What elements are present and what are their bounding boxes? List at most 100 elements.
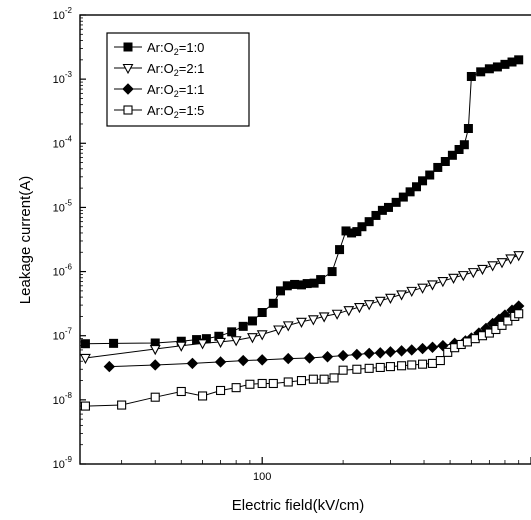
legend-marker — [123, 105, 133, 115]
data-point — [109, 338, 119, 348]
data-point — [335, 245, 345, 255]
data-point — [463, 124, 473, 134]
data-point — [337, 349, 349, 362]
data-point — [80, 353, 91, 365]
legend-entry: Ar:O2=1:1 — [114, 82, 204, 99]
data-point — [307, 315, 319, 326]
data-point — [440, 157, 450, 167]
data-point — [319, 374, 329, 384]
data-point — [303, 352, 316, 364]
data-point — [466, 71, 476, 81]
data-point — [357, 222, 367, 232]
data-point — [437, 277, 449, 288]
data-point — [425, 170, 435, 180]
data-point — [197, 339, 208, 350]
axes-frame: 10-2 10-3 10-4 10-5 10-6 10-7 10-8 10-9 100 — [53, 6, 531, 483]
legend-marker — [123, 42, 133, 52]
legend-marker — [122, 83, 134, 95]
data-point — [282, 321, 294, 332]
data-point — [417, 283, 428, 294]
data-point — [352, 364, 362, 374]
data-point — [256, 354, 268, 366]
data-point — [227, 327, 237, 337]
legend-label: Ar:O2=1:1 — [147, 82, 204, 99]
data-point — [514, 309, 524, 319]
data-point — [457, 271, 469, 282]
data-point — [513, 251, 525, 262]
data-point — [230, 336, 242, 347]
series-2 — [80, 251, 525, 365]
y-tick-label: 10-7 — [53, 327, 73, 343]
data-point — [467, 268, 479, 279]
data-point — [397, 361, 407, 371]
legend-entry: Ar:O2=1:5 — [114, 103, 204, 120]
data-point — [331, 309, 343, 320]
data-point — [454, 145, 464, 155]
data-point — [433, 162, 443, 172]
data-point — [447, 150, 457, 160]
data-point — [487, 261, 499, 272]
y-axis-title: Leakage current(A) — [17, 176, 34, 304]
series-4 — [80, 309, 524, 411]
data-point — [476, 67, 486, 77]
data-point — [214, 356, 227, 368]
data-point — [364, 363, 374, 373]
data-point — [352, 227, 362, 237]
data-point — [316, 275, 326, 285]
data-point — [338, 365, 348, 375]
y-tick-label: 10-3 — [53, 70, 73, 86]
data-point — [477, 264, 488, 276]
legend-entry: Ar:O2=1:0 — [114, 40, 204, 57]
data-point — [396, 290, 407, 301]
data-point — [273, 325, 284, 336]
data-point — [374, 347, 386, 359]
legend-label: Ar:O2=1:5 — [147, 103, 204, 120]
plot-frame — [79, 14, 531, 465]
data-point — [103, 360, 116, 373]
data-point — [268, 298, 278, 308]
legend: Ar:O2=1:0 Ar:O2=2:1 Ar:O2=1:1 Ar:O2=1:5 — [106, 32, 250, 127]
data-point — [282, 352, 294, 365]
data-point — [117, 400, 127, 410]
data-point — [237, 354, 249, 367]
data-point — [406, 344, 418, 356]
data-point — [351, 348, 363, 361]
data-point — [418, 359, 428, 369]
data-point — [150, 392, 160, 402]
data-point — [391, 197, 401, 207]
data-point — [80, 401, 90, 411]
data-point — [296, 317, 307, 328]
data-point — [176, 386, 186, 397]
data-point — [276, 286, 286, 296]
data-point — [364, 217, 374, 227]
data-point — [318, 312, 330, 323]
data-point — [245, 379, 255, 389]
data-point — [216, 385, 226, 396]
data-point — [406, 286, 418, 298]
y-tick-label: 10-2 — [53, 6, 73, 22]
y-tick-label: 10-6 — [53, 263, 73, 279]
data-point — [371, 210, 381, 220]
data-point — [247, 333, 258, 344]
data-point — [448, 273, 459, 284]
plot-series — [80, 55, 525, 411]
data-point — [296, 375, 307, 386]
data-point — [327, 267, 337, 277]
data-point — [443, 347, 453, 357]
data-point — [321, 351, 334, 363]
data-point — [435, 356, 445, 366]
data-point — [411, 182, 421, 192]
data-point — [247, 316, 257, 326]
legend-label: Ar:O2=1:0 — [147, 40, 204, 57]
data-point — [198, 391, 208, 401]
legend-entry: Ar:O2=2:1 — [114, 61, 204, 78]
data-point — [385, 362, 395, 372]
series-line — [85, 313, 519, 407]
y-tick-label: 10-9 — [53, 455, 73, 471]
data-point — [375, 362, 385, 373]
series-3 — [103, 300, 525, 373]
data-point — [363, 347, 375, 360]
data-point — [268, 378, 278, 389]
y-tick-label: 10-5 — [53, 198, 73, 214]
data-point — [416, 342, 429, 355]
